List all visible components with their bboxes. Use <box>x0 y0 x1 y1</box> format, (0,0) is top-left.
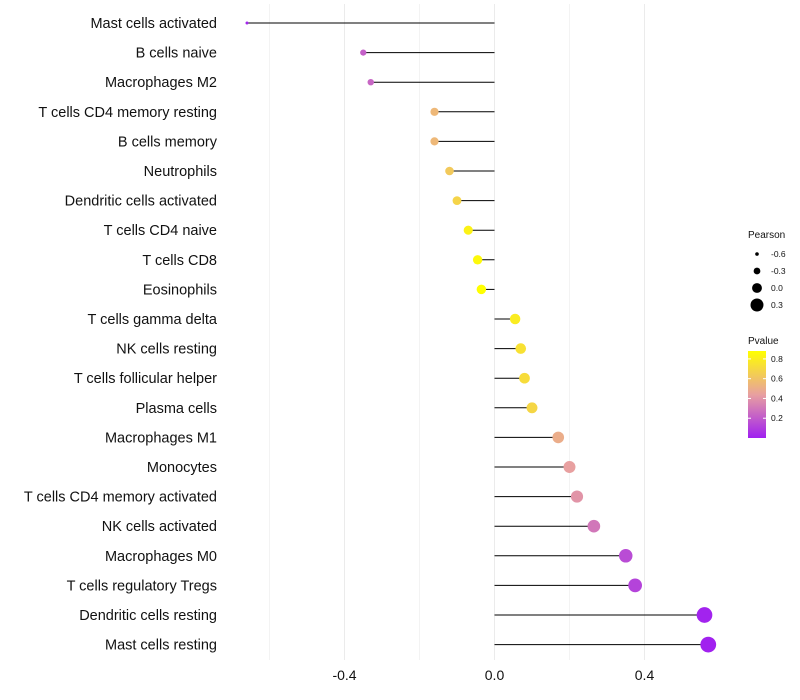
grid-layer <box>269 4 645 660</box>
data-point <box>367 78 374 86</box>
data-point <box>618 549 633 563</box>
data-point <box>452 196 462 206</box>
data-point <box>563 461 576 473</box>
color-legend-label: 0.8 <box>771 354 783 364</box>
x-tick-label: 0.0 <box>485 667 505 683</box>
category-label: NK cells resting <box>116 342 217 358</box>
category-label: Plasma cells <box>136 401 217 417</box>
category-label: T cells CD4 naive <box>104 223 217 239</box>
data-point <box>587 519 601 533</box>
data-point <box>696 607 713 623</box>
data-point <box>360 49 367 56</box>
category-label: NK cells activated <box>102 519 217 535</box>
category-label: T cells regulatory Tregs <box>67 578 217 594</box>
category-label: Dendritic cells resting <box>79 608 217 624</box>
category-label: Macrophages M1 <box>105 430 217 446</box>
size-legend-label: -0.6 <box>771 249 786 259</box>
category-label: Macrophages M2 <box>105 75 217 91</box>
color-legend-label: 0.2 <box>771 413 783 423</box>
category-label: T cells follicular helper <box>74 371 217 387</box>
size-legend-label: -0.3 <box>771 266 786 276</box>
data-point <box>700 636 717 653</box>
size-legend-dot <box>752 283 762 293</box>
category-label: Mast cells activated <box>90 16 217 32</box>
category-label: T cells CD8 <box>142 253 217 269</box>
size-legend-label: 0.0 <box>771 283 783 293</box>
category-label: Eosinophils <box>143 282 217 298</box>
size-legend-dot <box>750 298 764 312</box>
category-label: Monocytes <box>147 460 217 476</box>
pvalue-color-legend: Pvalue 0.8 0.6 0.4 0.2 <box>748 336 783 438</box>
data-point <box>445 166 454 176</box>
category-label: T cells gamma delta <box>88 312 218 328</box>
data-point <box>472 255 483 265</box>
pearson-size-legend: Pearson -0.6 -0.3 0.0 0.3 <box>748 230 786 312</box>
category-label: Dendritic cells activated <box>65 194 217 210</box>
x-tick-label: 0.4 <box>635 667 655 683</box>
data-point <box>628 578 643 593</box>
data-point <box>526 402 538 414</box>
category-label: B cells memory <box>118 134 218 150</box>
data-point <box>476 284 487 295</box>
category-label: Mast cells resting <box>105 638 217 654</box>
color-legend-label: 0.6 <box>771 374 783 384</box>
category-label: Macrophages M0 <box>105 549 217 565</box>
stem-layer <box>247 22 709 646</box>
category-label: B cells naive <box>136 46 217 62</box>
size-legend-dot <box>753 267 761 275</box>
color-legend-bar <box>748 351 766 438</box>
color-legend-label: 0.4 <box>771 393 783 403</box>
data-point <box>430 137 439 146</box>
data-point <box>519 372 530 384</box>
data-point <box>430 107 439 116</box>
x-tick-label: -0.4 <box>332 667 356 683</box>
size-legend-title: Pearson <box>748 230 785 241</box>
category-labels: Mast cells activated B cells naive Macroph… <box>24 16 218 654</box>
size-legend-label: 0.3 <box>771 300 783 310</box>
category-label: T cells CD4 memory resting <box>38 105 217 121</box>
x-axis-ticks: -0.4 0.0 0.4 <box>332 667 654 683</box>
data-point <box>552 431 565 444</box>
category-label: T cells CD4 memory activated <box>24 490 217 506</box>
category-label: Neutrophils <box>144 164 217 180</box>
data-point <box>509 313 521 325</box>
data-point <box>245 21 249 25</box>
color-legend-title: Pvalue <box>748 336 779 347</box>
size-legend-dot <box>755 252 759 256</box>
data-point <box>463 225 473 235</box>
data-point <box>515 343 527 354</box>
data-point <box>570 490 584 503</box>
point-layer <box>245 21 717 653</box>
